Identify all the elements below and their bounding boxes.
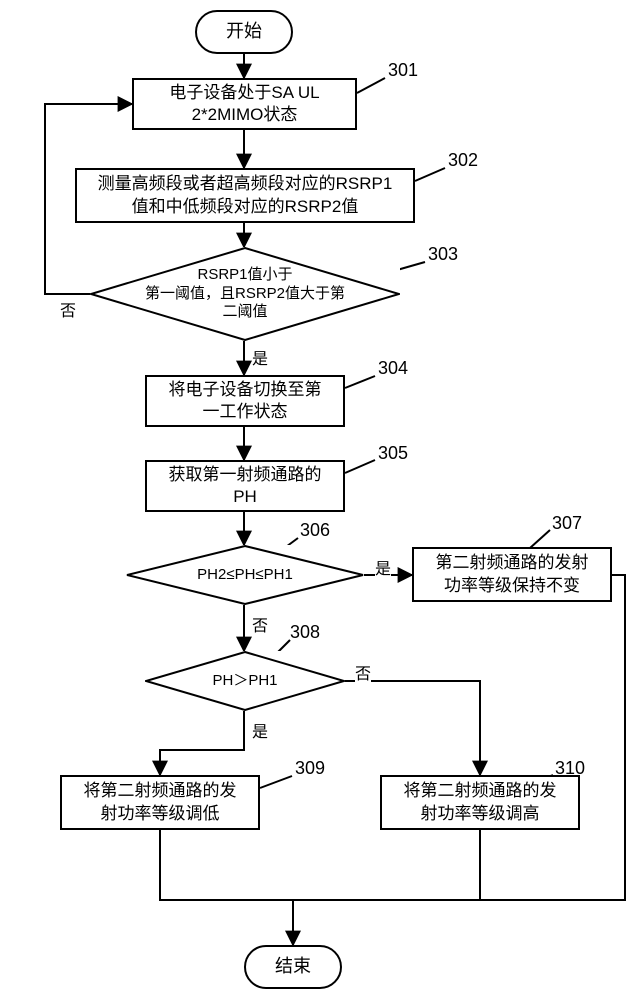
node-305-text: 获取第一射频通路的 PH [169, 464, 322, 508]
start-label: 开始 [226, 20, 262, 43]
callout-310: 310 [555, 758, 585, 779]
node-306: PH2≤PH≤PH1 [126, 545, 364, 605]
callout-308: 308 [290, 622, 320, 643]
callout-307: 307 [552, 513, 582, 534]
node-309-text: 将第二射频通路的发 射功率等级调低 [84, 780, 237, 824]
node-310-text: 将第二射频通路的发 射功率等级调高 [404, 780, 557, 824]
node-306-text: PH2≤PH≤PH1 [197, 566, 293, 585]
node-303: RSRP1值小于 第一阈值，且RSRP2值大于第 二阈值 [90, 247, 400, 341]
node-304-text: 将电子设备切换至第 一工作状态 [169, 379, 322, 423]
node-305: 获取第一射频通路的 PH [145, 460, 345, 512]
node-310: 将第二射频通路的发 射功率等级调高 [380, 775, 580, 830]
node-302: 测量高频段或者超高频段对应的RSRP1 值和中低频段对应的RSRP2值 [75, 168, 415, 223]
callout-304: 304 [378, 358, 408, 379]
node-301-text: 电子设备处于SA UL 2*2MIMO状态 [169, 82, 319, 126]
node-309: 将第二射频通路的发 射功率等级调低 [60, 775, 260, 830]
node-307: 第二射频通路的发射 功率等级保持不变 [412, 547, 612, 602]
node-303-text: RSRP1值小于 第一阈值，且RSRP2值大于第 二阈值 [145, 266, 345, 322]
node-308-text: PH＞PH1 [212, 672, 277, 691]
callout-306: 306 [300, 520, 330, 541]
node-302-text: 测量高频段或者超高频段对应的RSRP1 值和中低频段对应的RSRP2值 [98, 173, 393, 217]
node-308: PH＞PH1 [145, 651, 345, 711]
label-306-no: 否 [252, 612, 268, 636]
terminal-start: 开始 [195, 10, 293, 54]
label-308-yes: 是 [252, 718, 268, 742]
callout-302: 302 [448, 150, 478, 171]
node-307-text: 第二射频通路的发射 功率等级保持不变 [436, 552, 589, 596]
label-303-no: 否 [60, 297, 76, 321]
callout-301: 301 [388, 60, 418, 81]
label-308-no: 否 [355, 660, 371, 684]
label-303-yes: 是 [252, 345, 268, 369]
node-301: 电子设备处于SA UL 2*2MIMO状态 [132, 78, 357, 130]
end-label: 结束 [275, 955, 311, 978]
label-306-yes: 是 [375, 555, 391, 579]
terminal-end: 结束 [244, 945, 342, 989]
callout-309: 309 [295, 758, 325, 779]
callout-305: 305 [378, 443, 408, 464]
callout-303: 303 [428, 244, 458, 265]
node-304: 将电子设备切换至第 一工作状态 [145, 375, 345, 427]
